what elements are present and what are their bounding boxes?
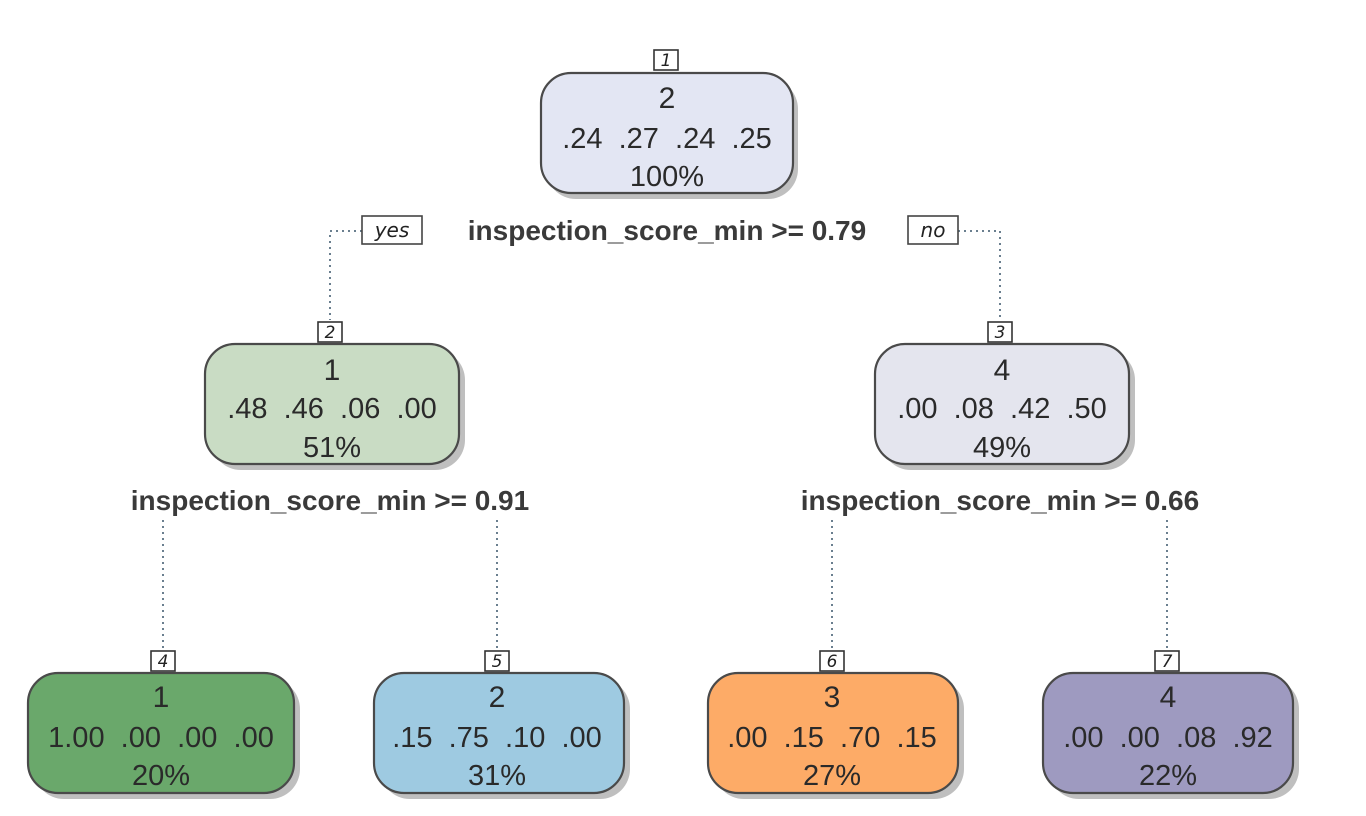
node-box — [706, 671, 960, 795]
node-number: 1 — [661, 51, 672, 71]
node-percent: 51% — [303, 432, 361, 464]
split-rule-1: inspection_score_min >= 0.79 — [468, 215, 866, 246]
node-class: 1 — [324, 354, 341, 387]
node-class: 1 — [153, 681, 170, 714]
node-percent: 49% — [973, 432, 1031, 464]
node-probabilities: .00 .00 .08 .92 — [1063, 722, 1273, 754]
tree-node-2: 2 1 .48 .46 .06 .00 51% — [203, 321, 465, 470]
tree-node-6: 6 3 .00 .15 .70 .15 27% — [706, 650, 964, 799]
tree-edges — [162, 230, 1168, 648]
tree-node-5: 5 2 .15 .75 .10 .00 31% — [372, 650, 630, 799]
node-number: 3 — [995, 323, 1006, 343]
node-class: 4 — [994, 354, 1011, 387]
node-box — [539, 71, 795, 195]
node-box — [26, 671, 296, 795]
tree-node-7: 7 4 .00 .00 .08 .92 22% — [1041, 650, 1299, 799]
node-number: 2 — [325, 323, 336, 343]
node-percent: 100% — [630, 161, 704, 193]
node-class: 4 — [1160, 681, 1177, 714]
node-percent: 20% — [132, 760, 190, 792]
node-probabilities: .00 .15 .70 .15 — [727, 722, 937, 754]
svg-text:no: no — [921, 218, 946, 242]
no-label: no — [907, 215, 959, 245]
node-box — [203, 342, 461, 466]
node-percent: 22% — [1139, 760, 1197, 792]
node-probabilities: .48 .46 .06 .00 — [227, 393, 437, 425]
svg-text:yes: yes — [374, 218, 410, 242]
node-class: 3 — [824, 681, 841, 714]
node-class: 2 — [659, 82, 676, 115]
node-number: 6 — [827, 652, 838, 672]
node-probabilities: 1.00 .00 .00 .00 — [48, 722, 274, 754]
node-box — [1041, 671, 1295, 795]
edge-1-3 — [958, 230, 1001, 320]
node-number: 4 — [158, 652, 169, 672]
yes-label: yes — [361, 215, 423, 245]
node-probabilities: .15 .75 .10 .00 — [392, 722, 602, 754]
node-box — [372, 671, 626, 795]
node-probabilities: .00 .08 .42 .50 — [897, 393, 1107, 425]
node-percent: 27% — [803, 760, 861, 792]
node-number: 7 — [1162, 652, 1173, 672]
tree-node-3: 3 4 .00 .08 .42 .50 49% — [873, 321, 1135, 470]
node-class: 2 — [489, 681, 506, 714]
split-rule-3: inspection_score_min >= 0.66 — [801, 485, 1199, 516]
node-percent: 31% — [468, 760, 526, 792]
node-number: 5 — [492, 652, 503, 672]
tree-node-4: 4 1 1.00 .00 .00 .00 20% — [26, 650, 300, 799]
split-rule-2: inspection_score_min >= 0.91 — [131, 485, 529, 516]
node-box — [873, 342, 1131, 466]
edge-1-2 — [329, 230, 362, 320]
tree-node-1: 1 2 .24 .27 .24 .25 100% — [539, 49, 798, 199]
node-probabilities: .24 .27 .24 .25 — [562, 123, 772, 155]
